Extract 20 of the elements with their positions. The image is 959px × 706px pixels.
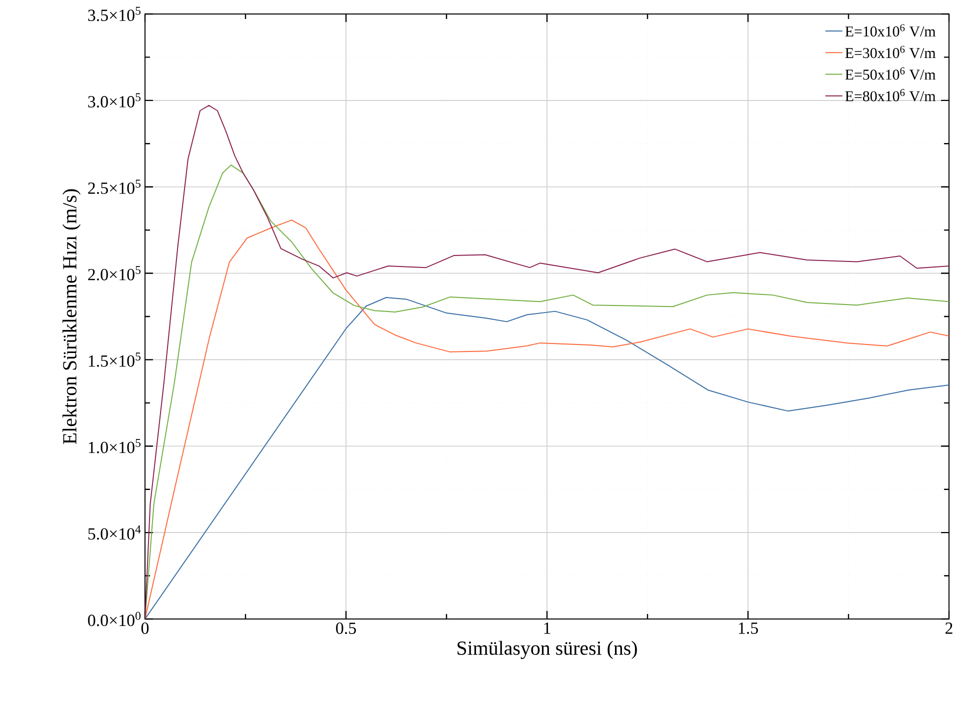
y-tick-label: 3.5×10$^{5}$ (88, 6, 141, 22)
y-tick-label: 5.0×10$^{4}$ (88, 525, 141, 540)
x-tick-label: 2 (946, 622, 952, 634)
y-tick-label: 2.0×10$^{5}$ (88, 266, 141, 280)
y-axis-title: Elektron Sürüklenme Hızı (m/s) (62, 189, 81, 444)
x-tick-label: 1.5 (738, 622, 758, 634)
line-series (145, 296, 950, 619)
y-tick-label: 3.0×10$^{5}$ (88, 93, 141, 108)
x-tick-label: 1 (544, 622, 550, 634)
legend-label: E=10x10$^{6}$ V/m (845, 24, 936, 37)
legend-label: E=80x10$^{6}$ V/m (845, 89, 936, 102)
x-tick-label: 0.5 (336, 622, 356, 634)
x-tick-label: 0 (141, 622, 149, 634)
y-tick-label: 2.5×10$^{5}$ (88, 180, 141, 194)
legend-label: E=30x10$^{6}$ V/m (845, 46, 936, 58)
legend-label: E=50x10$^{6}$ V/m (845, 67, 936, 80)
y-tick-label: 1.0×10$^{5}$ (88, 439, 141, 454)
x-axis-title: Simülasyon süresi (ns) (458, 640, 637, 659)
y-tick-label: 1.5×10$^{5}$ (88, 352, 141, 367)
y-tick-label: 0.0×10$^{0}$ (88, 612, 141, 626)
